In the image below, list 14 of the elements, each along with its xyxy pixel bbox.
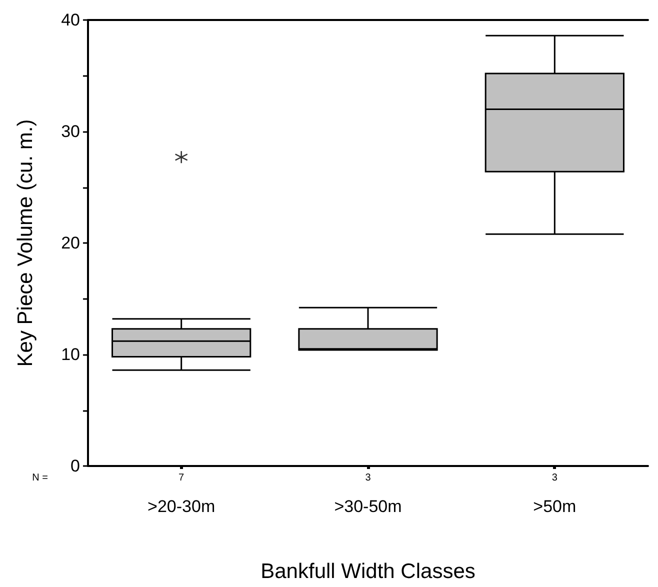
text: 3 [552, 472, 558, 484]
x-tick-label: >30-50m [334, 497, 402, 516]
y-tick-label: 0 [70, 456, 80, 476]
text: 3 [365, 472, 372, 484]
y-tick-label: 30 [61, 122, 80, 141]
y-axis-title: Key Piece Volume (cu. m.) [14, 119, 37, 367]
y-tick-label: 40 [61, 10, 80, 30]
x-axis-title: Bankfull Width Classes [260, 560, 476, 583]
text: N = [32, 472, 48, 484]
x-tick-label: >20-30m [148, 497, 216, 516]
x-tick-label: >50m [533, 497, 576, 516]
y-tick-label: 10 [61, 345, 80, 364]
text: 7 [178, 472, 185, 484]
y-tick-label: 20 [61, 234, 80, 252]
